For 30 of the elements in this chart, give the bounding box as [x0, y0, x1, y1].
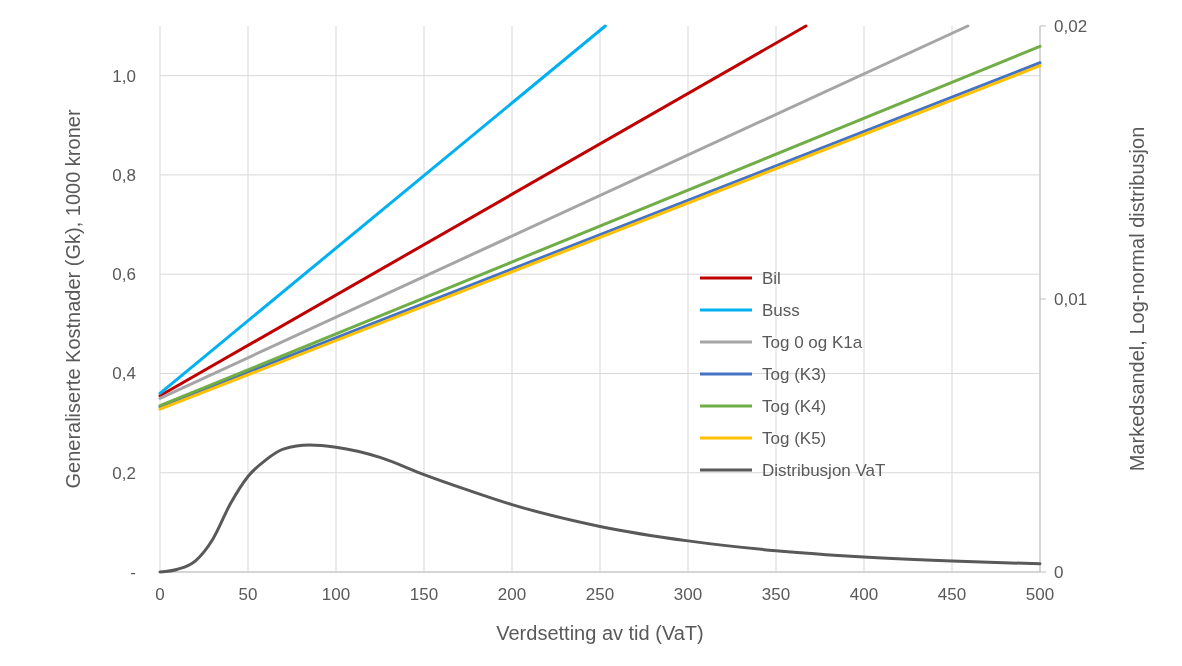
x-axis-title: Verdsetting av tid (VaT)	[496, 622, 704, 644]
x-tick-label: 100	[321, 585, 351, 604]
y2-tick-label: 0,01	[1054, 290, 1088, 309]
y-tick-label: 0,4	[112, 364, 136, 384]
y2-tick-label: 0	[1054, 563, 1064, 582]
x-tick-label: 300	[673, 585, 703, 604]
legend-label: Buss	[762, 301, 800, 320]
x-tick-label: 500	[1025, 585, 1055, 604]
x-tick-label: 250	[585, 585, 615, 604]
x-tick-label: 50	[238, 585, 258, 604]
legend-label: Tog (K4)	[762, 397, 827, 416]
y-tick-label: 1,0	[112, 66, 136, 86]
legend-label: Tog 0 og K1a	[762, 333, 863, 352]
legend-label: Distribusjon VaT	[762, 461, 886, 480]
y2-axis-title: Markedsandel, Log-normal distribusjon	[1126, 126, 1148, 472]
y-tick-label: 0,2	[112, 463, 136, 483]
legend-label: Tog (K5)	[762, 429, 827, 448]
y-tick-label: 0,8	[112, 165, 136, 185]
legend-label: Bil	[762, 269, 781, 288]
x-tick-label: 450	[937, 585, 967, 604]
x-tick-label: 200	[497, 585, 527, 604]
y2-tick-label: 0,02	[1054, 17, 1088, 36]
x-tick-label: 0	[155, 585, 165, 604]
x-tick-label: 400	[849, 585, 879, 604]
y-tick-label: -	[130, 563, 136, 582]
x-tick-label: 150	[409, 585, 439, 604]
legend-label: Tog (K3)	[762, 365, 827, 384]
x-tick-label: 350	[761, 585, 791, 604]
y-axis-title: Generaliserte Kostnader (Gk), 1000 kroner	[62, 109, 84, 489]
y-tick-label: 0,6	[112, 265, 136, 285]
